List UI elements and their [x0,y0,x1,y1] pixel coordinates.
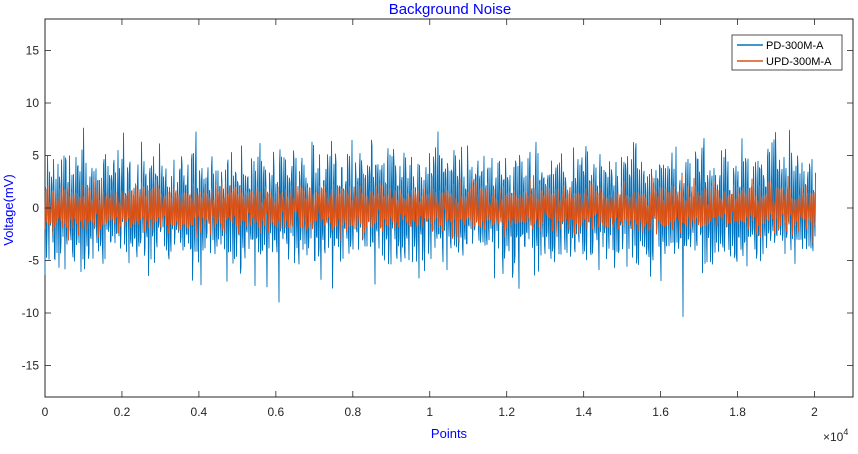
y-tick-label: 15 [26,44,40,58]
x-axis-exponent: ×104 [823,427,848,444]
x-axis-label: Points [431,426,468,441]
legend-label-upd-300m-a: UPD-300M-A [766,56,832,68]
x-axis-exponent-power: 4 [843,427,848,437]
x-tick-label: 1 [426,405,433,419]
y-tick-label: -10 [22,306,40,320]
y-tick-label: -5 [28,254,39,268]
x-tick-label: 0 [42,405,49,419]
legend-label-pd-300m-a: PD-300M-A [766,40,824,52]
chart-title: Background Noise [389,1,512,18]
x-tick-label: 0.8 [344,405,361,419]
x-axis-exponent-base: ×10 [823,430,844,444]
legend-box [731,34,843,71]
y-tick-label: 5 [32,149,39,163]
axis-ticks: 0 0.2 0.4 0.6 0.8 1 1.2 1.4 1.6 1.8 2 -15 -10 -5 0 5 10 1… [22,19,853,419]
x-tick-label: 0.4 [191,405,208,419]
y-axis-label: Voltage(mV) [1,174,16,246]
x-tick-label: 0.2 [114,405,131,419]
y-tick-label: 0 [32,201,39,215]
x-tick-label: 0.6 [268,405,285,419]
x-tick-label: 1.4 [575,405,592,419]
series-line-upd-300m-a [44,173,816,244]
legend: PD-300M-A UPD-300M-A [731,34,843,71]
x-tick-label: 2 [811,405,818,419]
y-tick-label: -15 [22,359,40,373]
y-tick-label: 10 [26,96,40,110]
x-tick-label: 1.6 [652,405,669,419]
x-tick-label: 1.2 [498,405,515,419]
series-layer [44,127,816,317]
x-tick-label: 1.8 [729,405,746,419]
